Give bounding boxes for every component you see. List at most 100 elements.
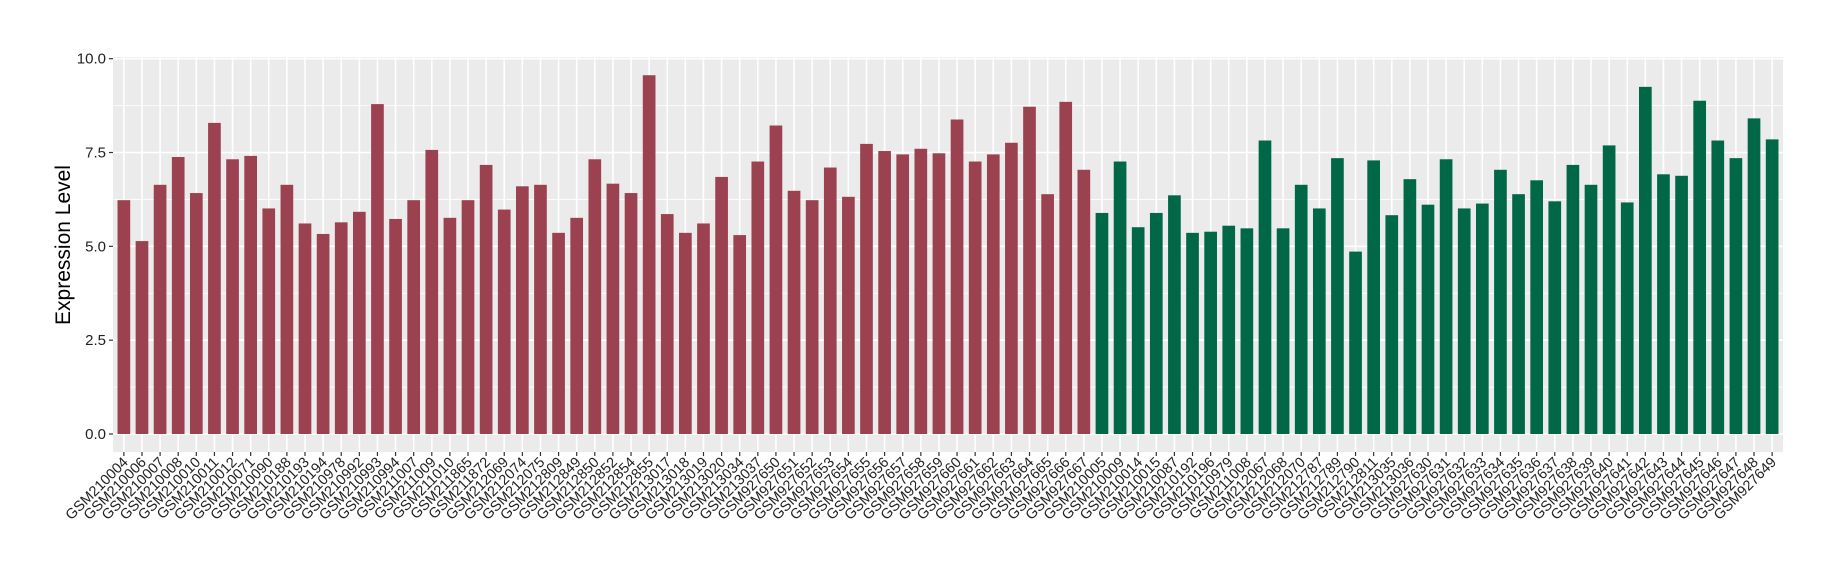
bar-GSM213020: [715, 176, 728, 434]
bar-GSM212069: [497, 209, 511, 434]
y-tick-label: 7.5: [85, 145, 106, 162]
bar-GSM927638: [1566, 164, 1580, 434]
bar-GSM927649: [1765, 139, 1779, 434]
bar-GSM927646: [1711, 140, 1725, 435]
bar-GSM927651: [787, 190, 801, 434]
bar-GSM210993: [371, 104, 384, 434]
bar-GSM210007: [153, 184, 167, 434]
y-tick-label: 5.0: [85, 238, 106, 255]
bar-GSM927642: [1639, 86, 1652, 434]
bar-GSM927665: [1041, 194, 1054, 434]
bar-GSM210015: [1149, 212, 1163, 434]
bar-GSM210012: [226, 159, 239, 434]
bar-GSM213017: [660, 214, 674, 434]
bar-GSM210979: [1222, 225, 1236, 434]
bar-GSM213034: [733, 235, 747, 434]
bar-GSM212811: [1367, 160, 1380, 434]
bar-GSM212854: [624, 193, 638, 434]
bar-GSM212849: [570, 217, 584, 434]
bar-GSM210194: [316, 233, 330, 434]
bar-GSM210188: [280, 184, 294, 434]
bars: [117, 75, 1779, 435]
bar-GSM212855: [642, 75, 656, 435]
bar-GSM927666: [1059, 101, 1073, 434]
bar-GSM211008: [1240, 228, 1254, 434]
y-tick-label: 10.0: [77, 51, 106, 68]
bar-GSM927637: [1548, 201, 1562, 434]
bar-GSM927631: [1439, 159, 1453, 434]
bar-GSM927640: [1602, 145, 1616, 435]
bar-GSM210014: [1131, 227, 1145, 434]
bar-GSM927641: [1620, 202, 1634, 434]
bar-GSM927663: [1005, 142, 1018, 434]
bar-GSM927661: [968, 161, 982, 434]
bar-GSM210009: [1113, 161, 1127, 434]
bar-GSM210193: [298, 223, 312, 434]
bar-GSM210005: [1095, 212, 1109, 434]
bar-GSM927657: [896, 154, 910, 435]
bar-GSM927639: [1584, 184, 1598, 434]
bar-GSM211007: [407, 200, 421, 434]
bar-GSM211010: [443, 217, 457, 434]
bar-GSM927648: [1747, 118, 1761, 434]
bar-GSM212852: [606, 183, 620, 434]
bar-GSM927659: [932, 153, 946, 434]
bar-GSM210008: [171, 157, 185, 434]
bar-GSM210090: [262, 208, 276, 434]
bar-GSM211009: [425, 149, 439, 435]
bar-GSM210011: [208, 122, 221, 435]
bar-GSM927634: [1494, 169, 1507, 434]
bar-GSM927652: [805, 200, 819, 434]
bar-GSM212074: [516, 186, 529, 434]
bar-GSM213036: [1403, 179, 1417, 434]
bar-GSM212790: [1349, 251, 1362, 434]
bar-GSM927656: [878, 151, 891, 434]
bar-GSM927635: [1512, 194, 1525, 434]
bar-GSM210978: [334, 222, 348, 434]
bar-GSM927658: [914, 148, 928, 434]
x-axis: GSM210004GSM210006GSM210007GSM210008GSM2…: [63, 452, 1780, 523]
bar-GSM210004: [117, 200, 131, 434]
bar-GSM212067: [1258, 140, 1272, 435]
bar-GSM212789: [1331, 158, 1344, 435]
bar-GSM927662: [986, 154, 1000, 435]
bar-GSM211865: [461, 200, 475, 434]
bar-GSM210992: [352, 211, 366, 434]
bar-GSM210994: [389, 218, 402, 434]
bar-GSM210071: [244, 155, 257, 434]
bar-GSM927630: [1421, 204, 1435, 434]
bar-GSM927645: [1693, 100, 1707, 435]
bar-GSM212809: [552, 232, 565, 434]
bar-GSM213018: [679, 232, 692, 434]
bar-GSM927660: [950, 119, 964, 434]
bar-GSM927650: [769, 125, 783, 434]
bar-GSM927647: [1729, 158, 1743, 435]
bar-GSM212075: [534, 184, 547, 434]
y-tick-label: 0.0: [85, 426, 106, 443]
bar-GSM210010: [189, 193, 203, 434]
bar-GSM927653: [823, 167, 837, 435]
bar-GSM210087: [1168, 195, 1181, 434]
bar-GSM210196: [1204, 231, 1217, 434]
bar-GSM927655: [860, 143, 873, 434]
bar-GSM212068: [1276, 228, 1290, 434]
bar-GSM927636: [1530, 180, 1544, 434]
bar-GSM927664: [1023, 106, 1036, 434]
bar-GSM927644: [1675, 175, 1688, 435]
y-axis-label: Expression Level: [52, 165, 75, 325]
bar-GSM212070: [1294, 184, 1308, 434]
bar-GSM927667: [1077, 169, 1091, 434]
bar-GSM927633: [1475, 203, 1489, 434]
bar-GSM211872: [479, 164, 493, 434]
bar-GSM212850: [588, 159, 602, 434]
y-tick-label: 2.5: [85, 332, 106, 349]
bar-GSM927643: [1657, 174, 1670, 434]
bar-GSM213037: [751, 161, 765, 434]
bar-GSM210006: [135, 241, 149, 434]
bar-GSM212787: [1312, 208, 1326, 434]
bar-GSM210192: [1186, 232, 1199, 434]
bar-GSM927654: [842, 196, 855, 434]
y-axis: 0.0 2.5 5.0 7.5 10.0: [77, 51, 113, 443]
bar-GSM927632: [1457, 208, 1471, 434]
